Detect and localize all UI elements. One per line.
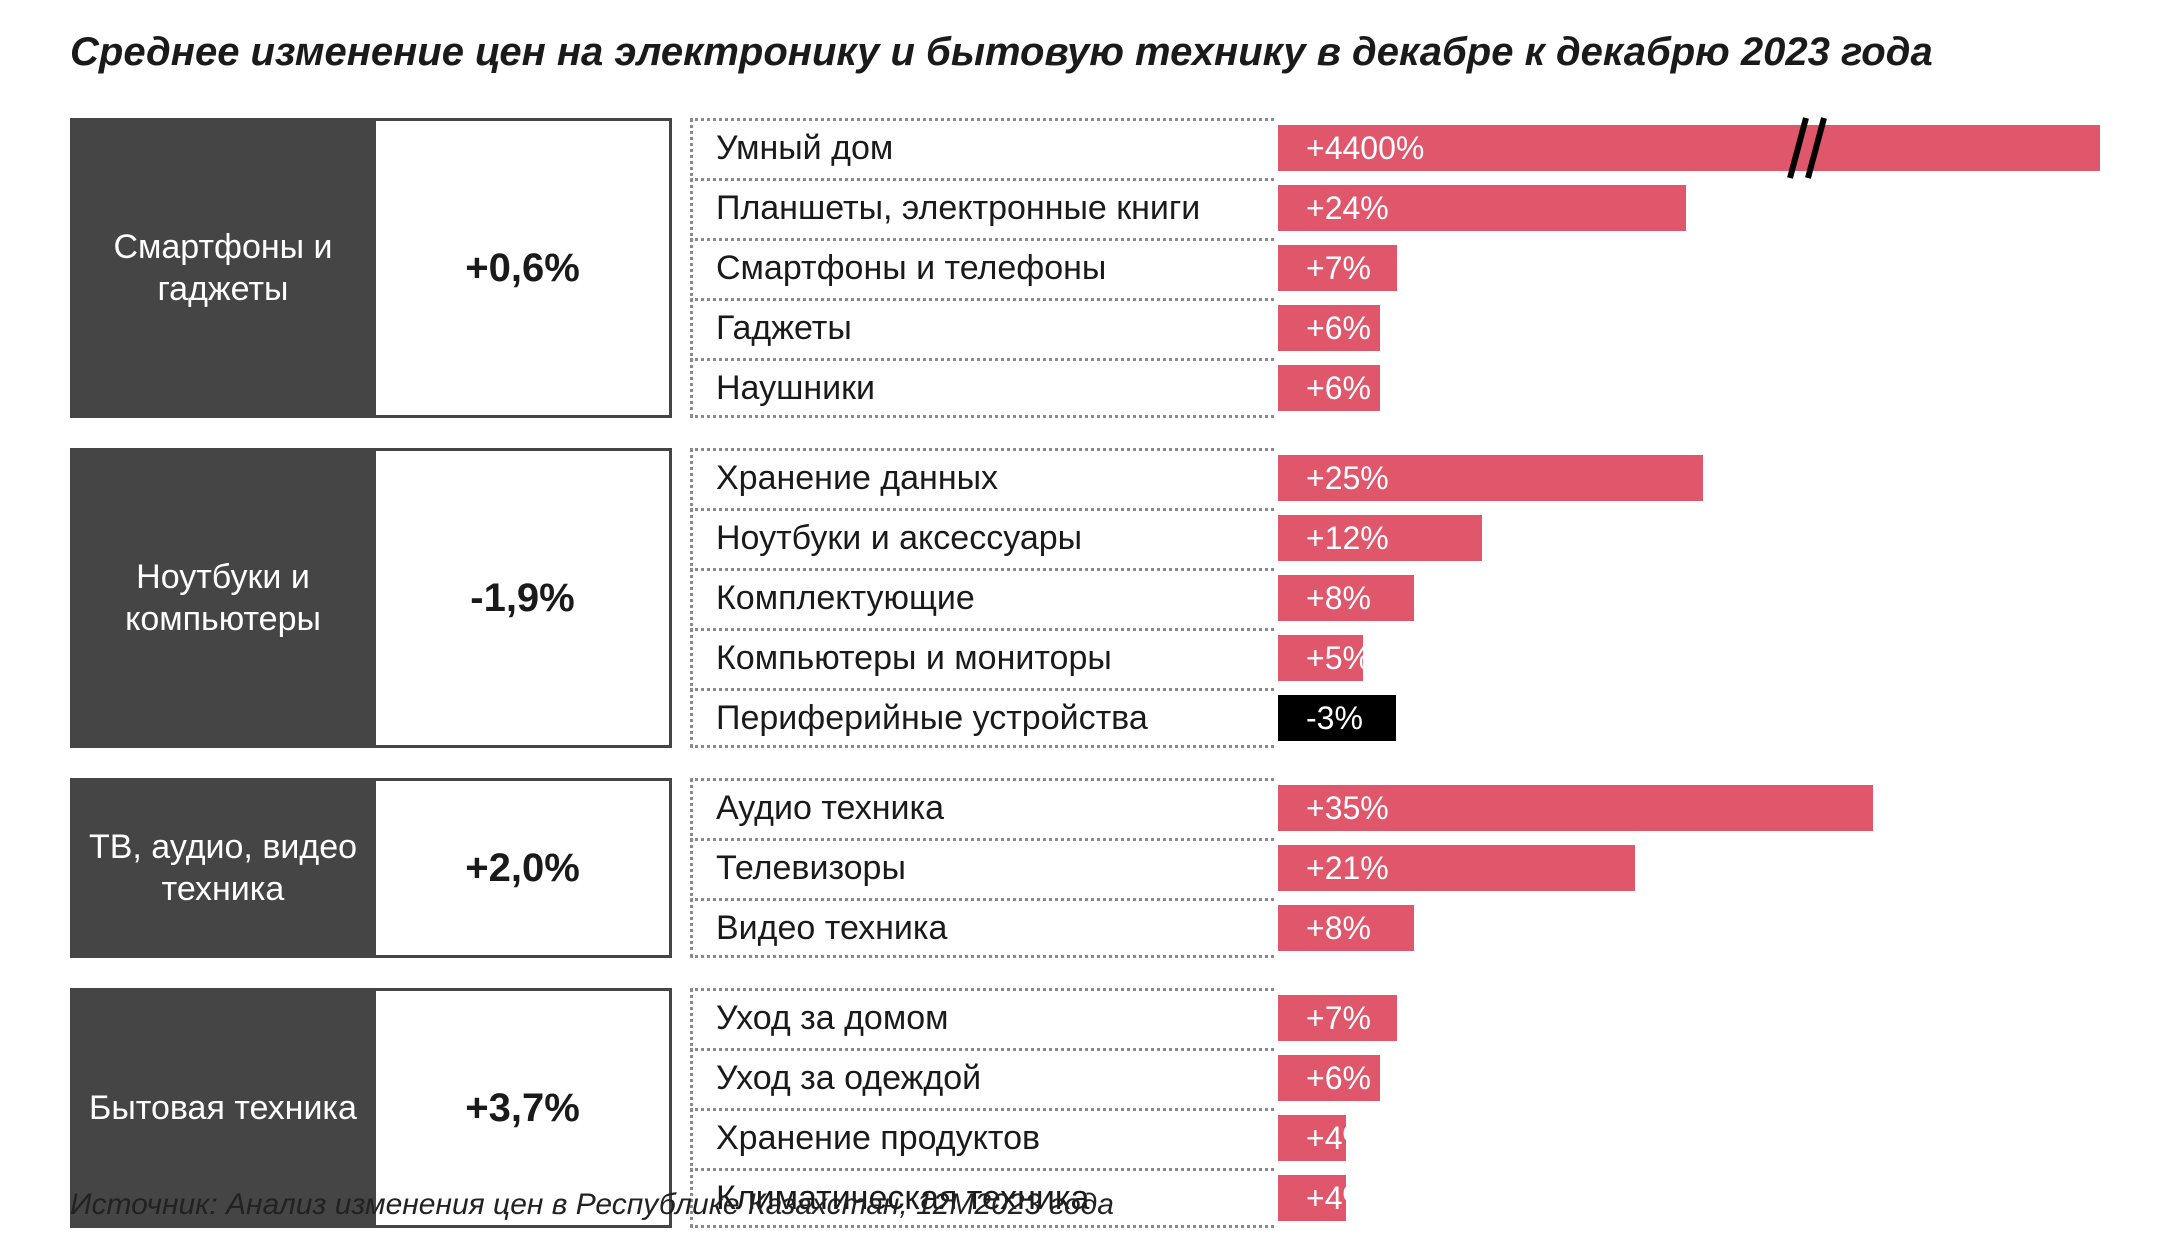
bar	[1278, 695, 1396, 741]
row-divider	[690, 1168, 1274, 1171]
bar-value-label: +8%	[1306, 580, 1371, 616]
bar-value-label: +8%	[1306, 910, 1371, 946]
bar	[1278, 575, 1414, 621]
row-divider	[690, 118, 693, 418]
item-label: Наушники	[716, 369, 875, 407]
row-divider	[690, 508, 1274, 511]
item-label: Уход за одеждой	[716, 1059, 982, 1097]
bar-value-label: +4%	[1306, 1120, 1371, 1156]
bar	[1278, 995, 1397, 1041]
row-divider	[690, 238, 1274, 241]
bar	[1278, 515, 1482, 561]
item-label: Компьютеры и мониторы	[716, 639, 1112, 677]
bar-value-label: -3%	[1306, 700, 1363, 736]
bar	[1278, 245, 1397, 291]
row-divider	[690, 955, 1274, 958]
item-label: Аудио техника	[716, 789, 945, 827]
bar	[1278, 125, 2100, 171]
item-label: Телевизоры	[716, 849, 906, 887]
row-divider	[690, 415, 1274, 418]
bar-value-label: +12%	[1306, 520, 1389, 556]
item-label: Хранение данных	[716, 459, 999, 497]
item-label: Планшеты, электронные книги	[716, 189, 1201, 227]
row-divider	[690, 628, 1274, 631]
item-label: Комплектующие	[716, 579, 975, 617]
item-label: Видео техника	[716, 909, 948, 947]
category-label: Смартфоны и гаджеты	[70, 118, 376, 418]
row-divider	[690, 178, 1274, 181]
bar	[1278, 905, 1414, 951]
item-label: Периферийные устройства	[716, 699, 1148, 737]
bar	[1278, 1055, 1380, 1101]
item-label: Гаджеты	[716, 309, 852, 347]
bar-value-label: +6%	[1306, 370, 1371, 406]
bar-value-label: +6%	[1306, 1060, 1371, 1096]
bar	[1278, 365, 1380, 411]
item-label: Уход за домом	[716, 999, 949, 1037]
axis-break-mark	[1805, 117, 1827, 179]
row-divider	[690, 1048, 1274, 1051]
source-note: Источник: Анализ изменения цен в Республ…	[70, 1188, 1114, 1221]
bar	[1278, 455, 1703, 501]
category-label: Ноутбуки и компьютеры	[70, 448, 376, 748]
bar-value-label: +7%	[1306, 250, 1371, 286]
row-divider	[690, 898, 1274, 901]
bar	[1278, 1115, 1346, 1161]
category-label: Бытовая техника	[70, 988, 376, 1228]
row-divider	[690, 568, 1274, 571]
category-label: ТВ, аудио, видео техника	[70, 778, 376, 958]
row-divider	[690, 448, 693, 748]
bar-value-label: +5%	[1306, 640, 1371, 676]
axis-break-mark	[1787, 117, 1809, 179]
row-divider	[690, 838, 1274, 841]
chart-title: Среднее изменение цен на электронику и б…	[70, 30, 1933, 74]
category-total: +2,0%	[376, 778, 672, 958]
bar-value-label: +25%	[1306, 460, 1389, 496]
row-divider	[690, 1108, 1274, 1111]
row-divider	[690, 448, 1274, 451]
row-divider	[690, 778, 693, 958]
row-divider	[690, 298, 1274, 301]
category-total: +3,7%	[376, 988, 672, 1228]
item-label: Смартфоны и телефоны	[716, 249, 1107, 287]
bar	[1278, 305, 1380, 351]
row-divider	[690, 778, 1274, 781]
row-divider	[690, 688, 1274, 691]
bar-value-label: +4400%	[1306, 130, 1424, 166]
bar	[1278, 1175, 1346, 1221]
row-divider	[690, 745, 1274, 748]
item-label: Климатическая техника	[716, 1179, 1090, 1217]
item-label: Ноутбуки и аксессуары	[716, 519, 1083, 557]
bar-value-label: +6%	[1306, 310, 1371, 346]
bar	[1278, 635, 1363, 681]
category-total: -1,9%	[376, 448, 672, 748]
bar-value-label: +21%	[1306, 850, 1389, 886]
row-divider	[690, 118, 1274, 121]
item-label: Умный дом	[716, 129, 894, 167]
bar-value-label: +7%	[1306, 1000, 1371, 1036]
row-divider	[690, 1225, 1274, 1228]
bar-value-label: +35%	[1306, 790, 1389, 826]
category-total: +0,6%	[376, 118, 672, 418]
item-label: Хранение продуктов	[716, 1119, 1041, 1157]
bar	[1278, 785, 1873, 831]
bar-value-label: +24%	[1306, 190, 1389, 226]
bar-value-label: +4%	[1306, 1180, 1371, 1216]
row-divider	[690, 358, 1274, 361]
bar	[1278, 845, 1635, 891]
bar	[1278, 185, 1686, 231]
row-divider	[690, 988, 1274, 991]
